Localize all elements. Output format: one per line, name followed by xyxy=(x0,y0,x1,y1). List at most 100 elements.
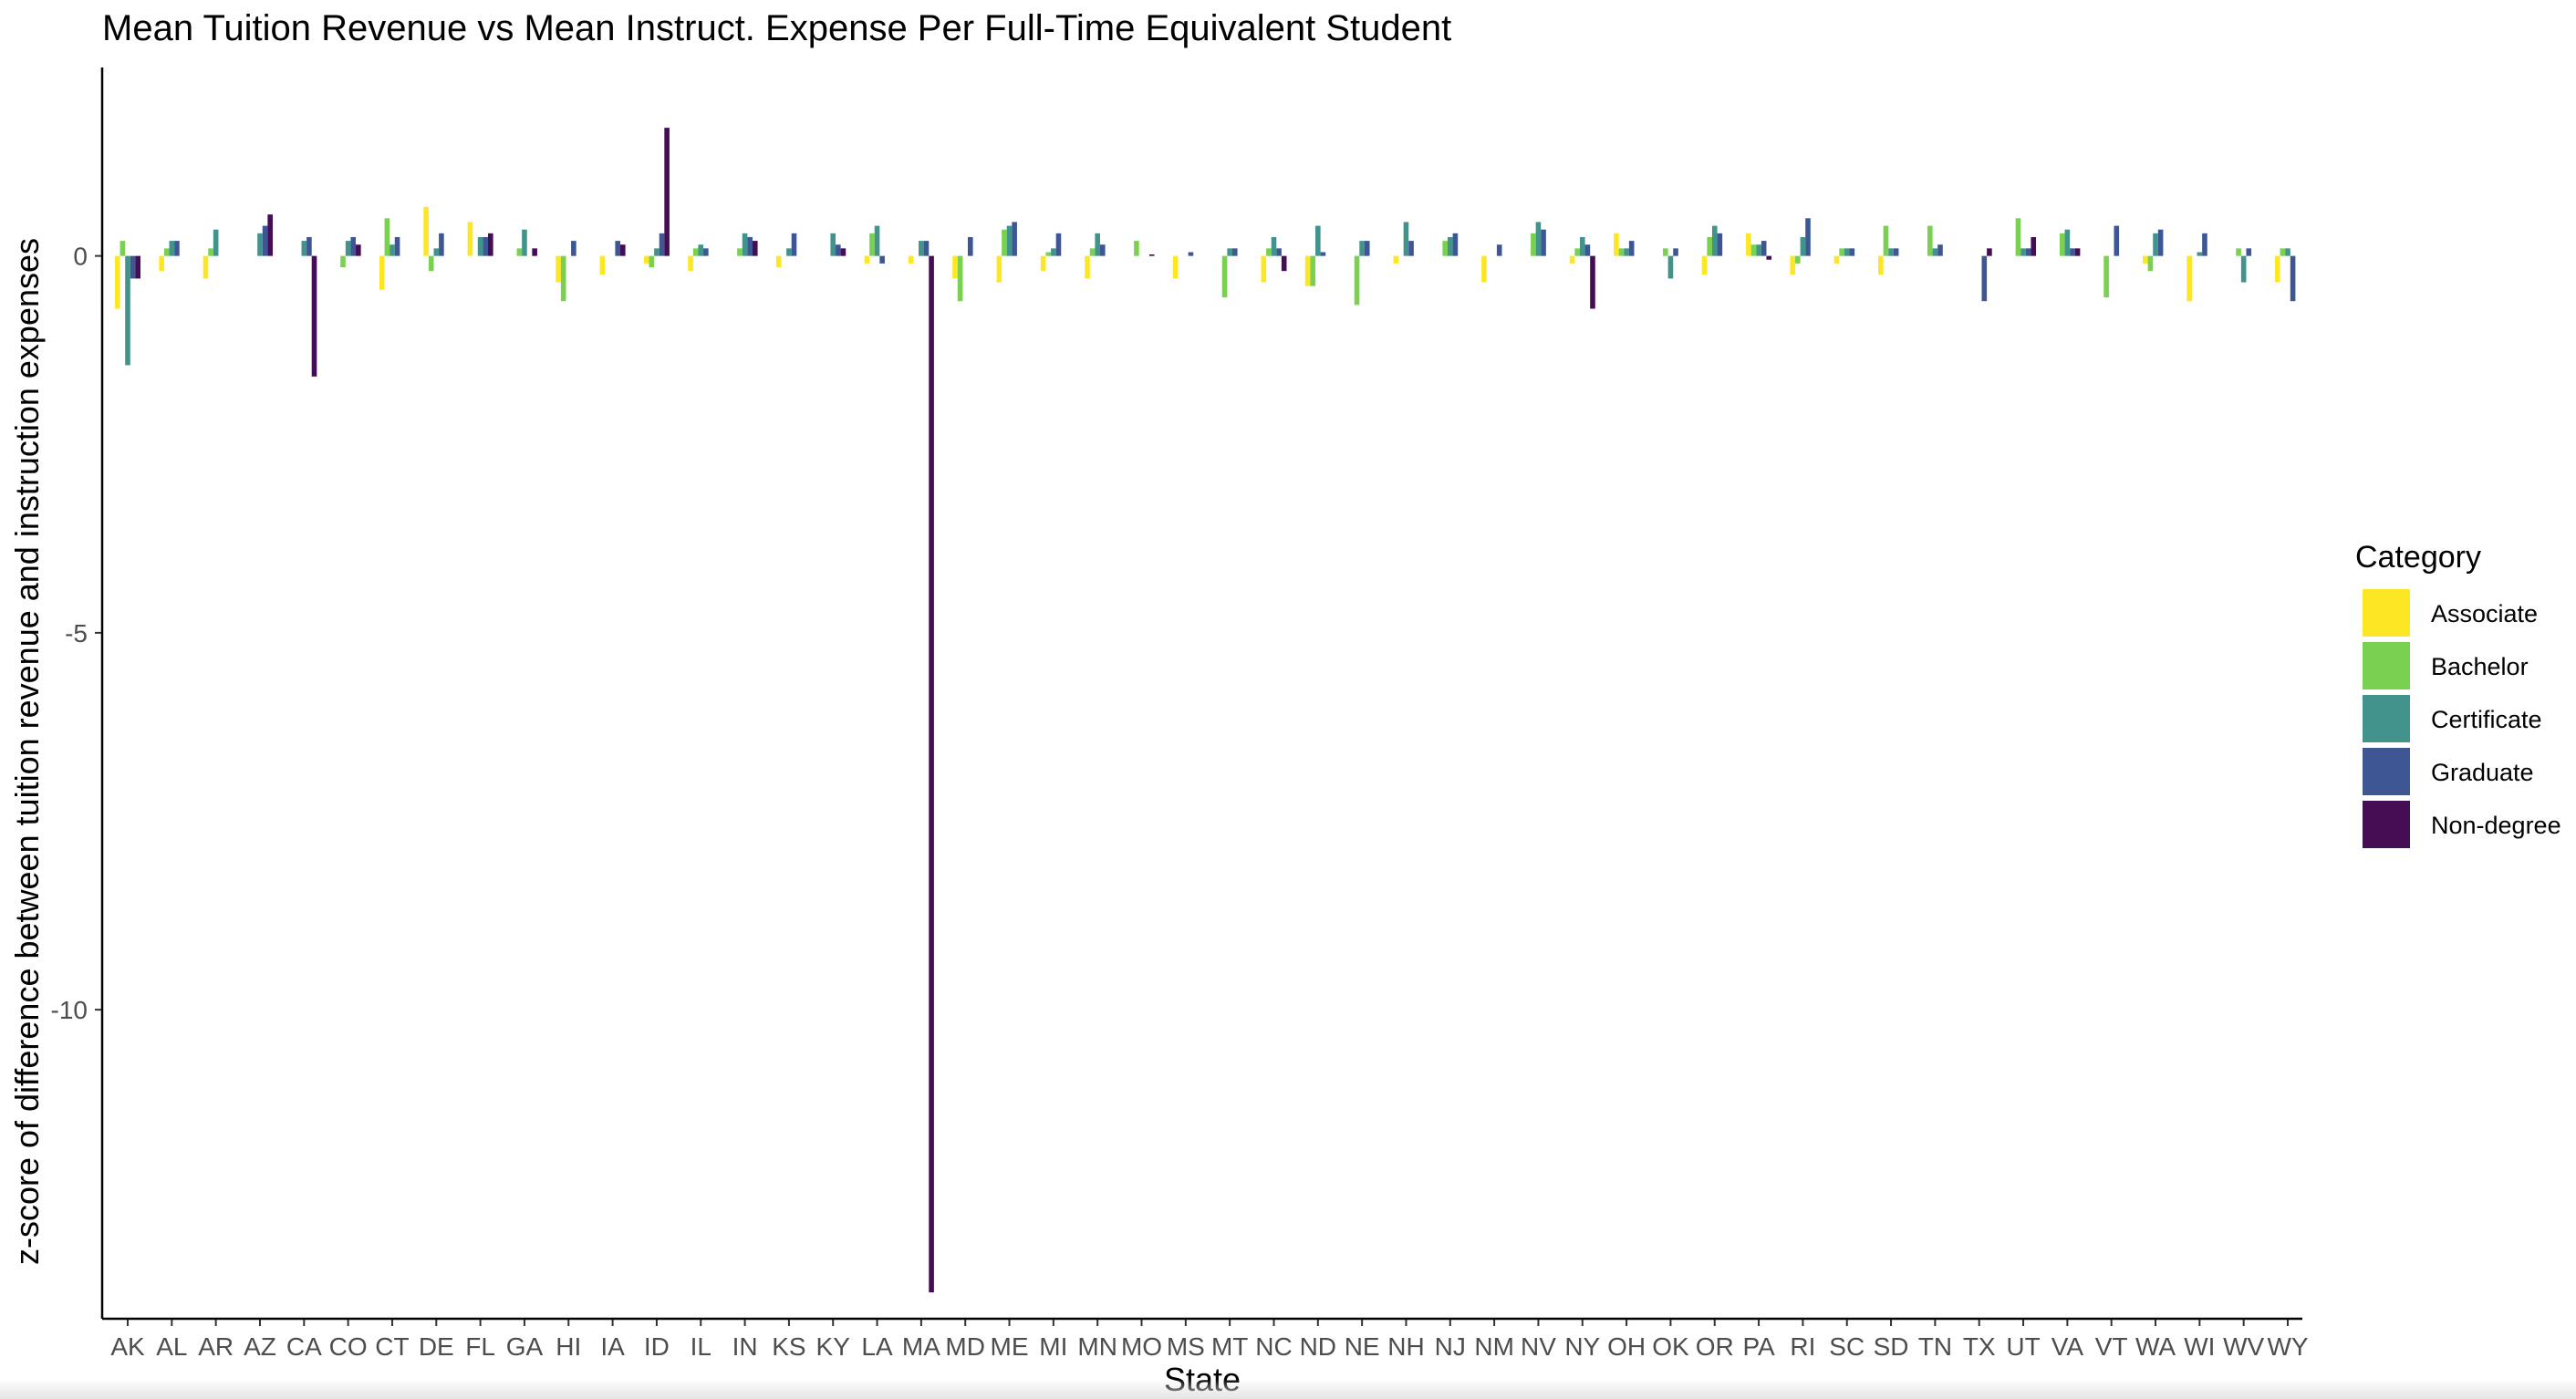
bar-de-associate xyxy=(423,206,429,256)
bar-ma-associate xyxy=(908,255,914,264)
bar-ri-bachelor xyxy=(1795,255,1801,264)
bar-me-certificate xyxy=(1006,225,1013,256)
bar-nm-associate xyxy=(1481,255,1487,283)
bar-al-bachelor xyxy=(163,248,170,256)
bar-mn-graduate xyxy=(1099,244,1106,256)
bar-nc-certificate xyxy=(1271,236,1277,256)
bar-la-associate xyxy=(864,255,870,264)
bar-co-bachelor xyxy=(340,255,346,268)
bar-vt-bachelor xyxy=(2103,255,2109,298)
bar-wy-graduate xyxy=(2290,255,2296,302)
y-axis-ticks: 0 -5 -10 xyxy=(51,243,102,1024)
bar-ms-associate xyxy=(1172,255,1179,279)
bar-ak-non-degree xyxy=(135,255,140,279)
bar-ut-certificate xyxy=(2020,248,2026,256)
bar-mi-certificate xyxy=(1051,248,1056,256)
bar-ri-graduate xyxy=(1805,218,1811,256)
bar-wa-certificate xyxy=(2153,233,2158,256)
bar-id-associate xyxy=(643,255,649,264)
x-tick-label: SD xyxy=(1874,1332,1909,1361)
bar-pa-graduate xyxy=(1761,241,1767,256)
bar-az-non-degree xyxy=(267,214,273,256)
bar-wa-graduate xyxy=(2157,229,2164,256)
bar-wi-associate xyxy=(2186,255,2192,302)
bar-sd-certificate xyxy=(1888,248,1894,256)
bar-nj-certificate xyxy=(1448,236,1453,256)
bar-ma-certificate xyxy=(919,241,924,256)
bar-ia-non-degree xyxy=(619,244,626,256)
bar-de-certificate xyxy=(433,248,440,256)
x-tick-label: WA xyxy=(2135,1332,2176,1361)
bar-al-certificate xyxy=(169,241,175,256)
bar-ia-graduate xyxy=(615,241,620,256)
bar-nh-certificate xyxy=(1403,222,1409,256)
legend: Category Associate Bachelor Certificate Gra… xyxy=(2355,540,2561,848)
bar-ca-non-degree xyxy=(311,255,317,377)
bar-ne-certificate xyxy=(1359,241,1365,256)
bar-ny-bachelor xyxy=(1574,248,1580,256)
x-tick-label: NE xyxy=(1345,1332,1380,1361)
bar-ny-associate xyxy=(1569,255,1575,264)
x-tick-label: WV xyxy=(2223,1332,2264,1361)
x-tick-label: LA xyxy=(861,1332,893,1361)
x-tick-label: UT xyxy=(2006,1332,2040,1361)
bar-nv-certificate xyxy=(1535,222,1542,256)
bar-ak-bachelor xyxy=(119,241,126,256)
bar-va-graduate xyxy=(2070,248,2075,256)
bar-ut-graduate xyxy=(2025,248,2031,256)
bar-ne-bachelor xyxy=(1354,255,1360,306)
bar-or-certificate xyxy=(1711,225,1718,256)
legend-label: Graduate xyxy=(2431,759,2534,786)
bar-me-associate xyxy=(996,255,1002,283)
bar-mi-graduate xyxy=(1055,233,1062,256)
bar-oh-certificate xyxy=(1624,248,1629,256)
bar-ga-non-degree xyxy=(532,248,537,256)
x-tick-label: PA xyxy=(1742,1332,1775,1361)
bar-wy-bachelor xyxy=(2280,248,2286,256)
bar-nc-bachelor xyxy=(1266,248,1272,256)
bar-id-non-degree xyxy=(664,128,670,256)
bar-ks-certificate xyxy=(786,248,792,256)
bar-nd-associate xyxy=(1304,255,1311,286)
bar-ks-graduate xyxy=(791,233,797,256)
bar-wi-graduate xyxy=(2202,233,2207,256)
x-tick-label: FL xyxy=(465,1332,495,1361)
x-tick-label: MO xyxy=(1121,1332,1162,1361)
bar-nc-associate xyxy=(1261,255,1267,283)
bar-la-certificate xyxy=(874,225,880,256)
bar-ia-associate xyxy=(599,255,606,275)
bar-sd-associate xyxy=(1878,255,1884,275)
bar-mt-certificate xyxy=(1227,248,1232,256)
bar-in-bachelor xyxy=(737,248,743,256)
bar-ky-non-degree xyxy=(840,248,847,256)
bar-ky-certificate xyxy=(830,233,836,256)
bar-hi-bachelor xyxy=(560,255,566,302)
legend-key-graduate xyxy=(2363,748,2410,795)
bar-ct-associate xyxy=(379,255,385,290)
x-tick-label: ME xyxy=(991,1332,1029,1361)
bar-sd-graduate xyxy=(1893,248,1899,256)
bar-ga-bachelor xyxy=(516,248,523,256)
bar-ut-bachelor xyxy=(2015,218,2021,256)
bar-ok-graduate xyxy=(1673,248,1678,256)
x-tick-label: WY xyxy=(2267,1332,2308,1361)
bar-ks-associate xyxy=(775,255,782,268)
x-tick-label: WI xyxy=(2184,1332,2215,1361)
bar-ri-associate xyxy=(1790,255,1796,275)
bar-ma-non-degree xyxy=(929,255,934,1293)
bar-wv-certificate xyxy=(2240,255,2247,283)
bar-wa-associate xyxy=(2143,255,2148,264)
bar-me-graduate xyxy=(1012,222,1017,256)
bar-wv-graduate xyxy=(2246,248,2252,256)
x-axis-ticks: AK AL AR AZ CA CO CT DE FL GA HI IA ID IL IN KS KY LA MA MD… xyxy=(110,1319,2309,1361)
bar-ak-associate xyxy=(115,255,120,309)
bar-ri-certificate xyxy=(1800,236,1806,256)
bar-in-non-degree xyxy=(752,241,758,256)
bar-oh-graduate xyxy=(1628,241,1635,256)
bar-co-non-degree xyxy=(356,244,361,256)
x-tick-label: GA xyxy=(506,1332,544,1361)
bars-layer xyxy=(115,128,2296,1293)
bar-sc-certificate xyxy=(1844,248,1850,256)
bar-pa-associate xyxy=(1746,233,1751,256)
x-tick-label: KS xyxy=(772,1332,805,1361)
